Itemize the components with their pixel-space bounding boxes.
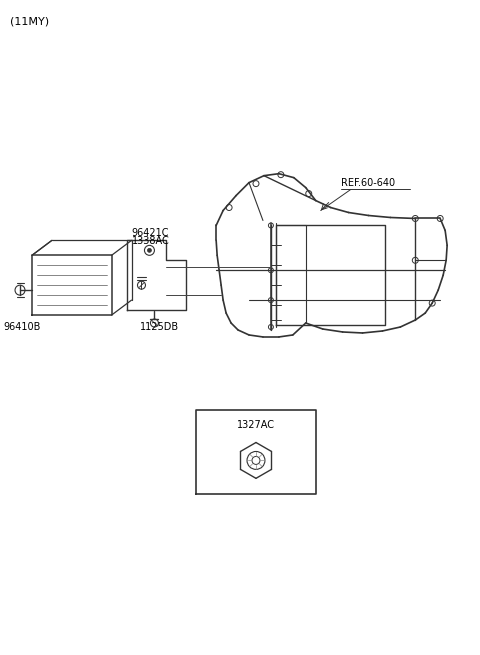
Circle shape: [147, 248, 151, 252]
Text: 1327AC: 1327AC: [237, 420, 275, 430]
Text: 96421C: 96421C: [132, 229, 169, 238]
Text: (11MY): (11MY): [10, 16, 49, 26]
Text: 96410B: 96410B: [3, 322, 41, 332]
Text: 1125DB: 1125DB: [140, 322, 179, 332]
Text: REF.60-640: REF.60-640: [341, 178, 395, 187]
Text: 1338AC: 1338AC: [132, 236, 169, 246]
